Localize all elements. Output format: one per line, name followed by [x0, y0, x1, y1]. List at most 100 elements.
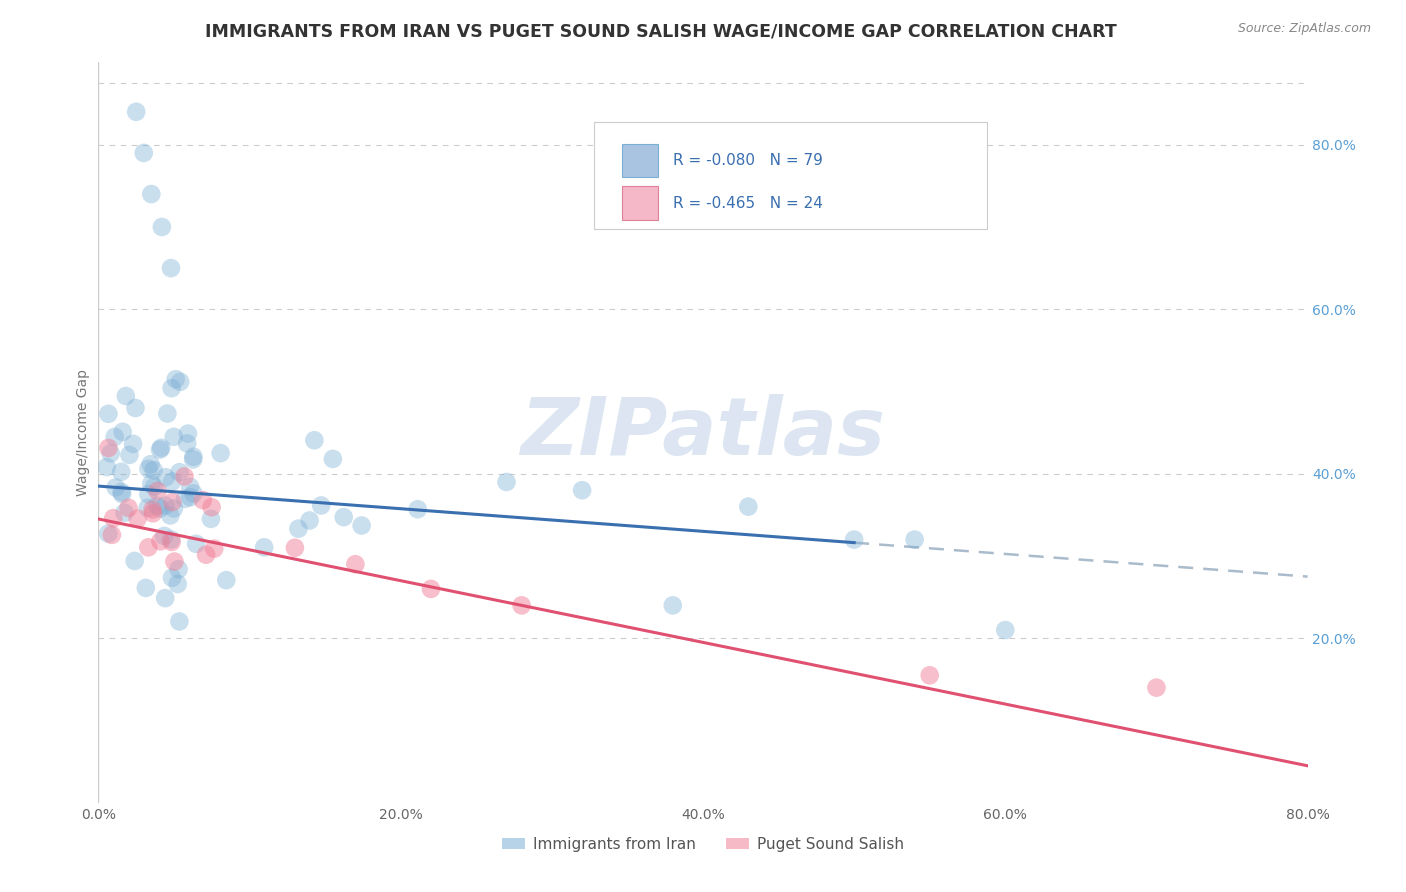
Point: [169, 615, 191, 629]
Point: [160, 533, 183, 547]
Point: [209, 446, 232, 460]
Point: [156, 407, 179, 421]
Point: [166, 577, 188, 591]
Point: [1144, 681, 1167, 695]
Text: Source: ZipAtlas.com: Source: ZipAtlas.com: [1237, 22, 1371, 36]
Point: [142, 506, 165, 520]
Point: [253, 541, 276, 555]
Point: [149, 534, 172, 549]
Y-axis label: Wage/Income Gap: Wage/Income Gap: [76, 369, 90, 496]
Point: [149, 501, 172, 516]
Point: [111, 487, 134, 501]
Point: [165, 372, 187, 386]
Point: [571, 483, 593, 498]
Point: [202, 541, 225, 556]
Point: [177, 426, 200, 441]
Text: R = -0.465   N = 24: R = -0.465 N = 24: [672, 195, 823, 211]
Point: [146, 499, 169, 513]
Point: [160, 571, 183, 585]
Point: [101, 528, 124, 542]
Point: [103, 511, 125, 525]
Point: [138, 487, 160, 501]
Point: [155, 470, 177, 484]
Point: [155, 499, 177, 513]
Point: [110, 484, 132, 499]
Point: [139, 457, 162, 471]
Point: [661, 599, 683, 613]
Legend: Immigrants from Iran, Puget Sound Salish: Immigrants from Iran, Puget Sound Salish: [496, 830, 910, 858]
Point: [150, 441, 173, 455]
Point: [173, 469, 195, 483]
Point: [195, 548, 218, 562]
Point: [163, 555, 186, 569]
Text: IMMIGRANTS FROM IRAN VS PUGET SOUND SALISH WAGE/INCOME GAP CORRELATION CHART: IMMIGRANTS FROM IRAN VS PUGET SOUND SALI…: [205, 22, 1116, 40]
Point: [160, 261, 183, 276]
Point: [350, 518, 373, 533]
Point: [179, 490, 201, 504]
Point: [298, 514, 321, 528]
Point: [138, 462, 160, 476]
Point: [141, 187, 163, 202]
Point: [420, 582, 443, 596]
Point: [149, 442, 172, 457]
Point: [163, 501, 186, 516]
Point: [162, 495, 184, 509]
Point: [136, 541, 159, 555]
Point: [124, 554, 146, 568]
FancyBboxPatch shape: [621, 186, 658, 219]
Point: [114, 389, 136, 403]
Point: [122, 437, 145, 451]
Point: [111, 425, 134, 439]
Point: [150, 219, 173, 234]
Point: [169, 375, 191, 389]
Point: [179, 480, 201, 494]
Point: [160, 535, 183, 549]
Point: [135, 581, 157, 595]
Point: [159, 508, 181, 523]
Point: [118, 448, 141, 462]
Point: [125, 104, 148, 119]
Point: [737, 500, 759, 514]
Point: [215, 573, 238, 587]
Point: [904, 533, 927, 547]
Point: [510, 599, 533, 613]
Point: [96, 460, 118, 475]
Point: [97, 407, 120, 421]
FancyBboxPatch shape: [595, 121, 987, 229]
Point: [167, 562, 190, 576]
Point: [304, 434, 326, 448]
Point: [153, 529, 176, 543]
Point: [309, 499, 332, 513]
Point: [97, 441, 120, 455]
Point: [132, 145, 155, 160]
Point: [344, 558, 367, 572]
Point: [994, 623, 1017, 637]
Text: ZIPatlas: ZIPatlas: [520, 393, 886, 472]
Point: [104, 430, 127, 444]
Point: [114, 506, 136, 520]
Point: [100, 446, 122, 460]
Point: [124, 401, 146, 415]
Point: [143, 480, 166, 494]
Point: [127, 511, 149, 525]
Point: [844, 533, 866, 547]
Text: R = -0.080   N = 79: R = -0.080 N = 79: [672, 153, 823, 168]
Point: [181, 452, 204, 467]
Point: [160, 475, 183, 489]
Point: [110, 465, 132, 479]
Point: [284, 541, 307, 555]
Point: [176, 436, 198, 450]
Point: [97, 526, 120, 541]
Point: [146, 484, 169, 499]
Point: [155, 591, 177, 606]
Point: [200, 500, 222, 515]
Point: [136, 500, 159, 515]
Point: [104, 480, 127, 494]
Point: [117, 500, 139, 515]
Point: [200, 512, 222, 526]
Point: [918, 668, 941, 682]
Point: [142, 463, 165, 477]
Point: [163, 430, 186, 444]
Point: [160, 381, 183, 395]
Point: [191, 493, 214, 508]
